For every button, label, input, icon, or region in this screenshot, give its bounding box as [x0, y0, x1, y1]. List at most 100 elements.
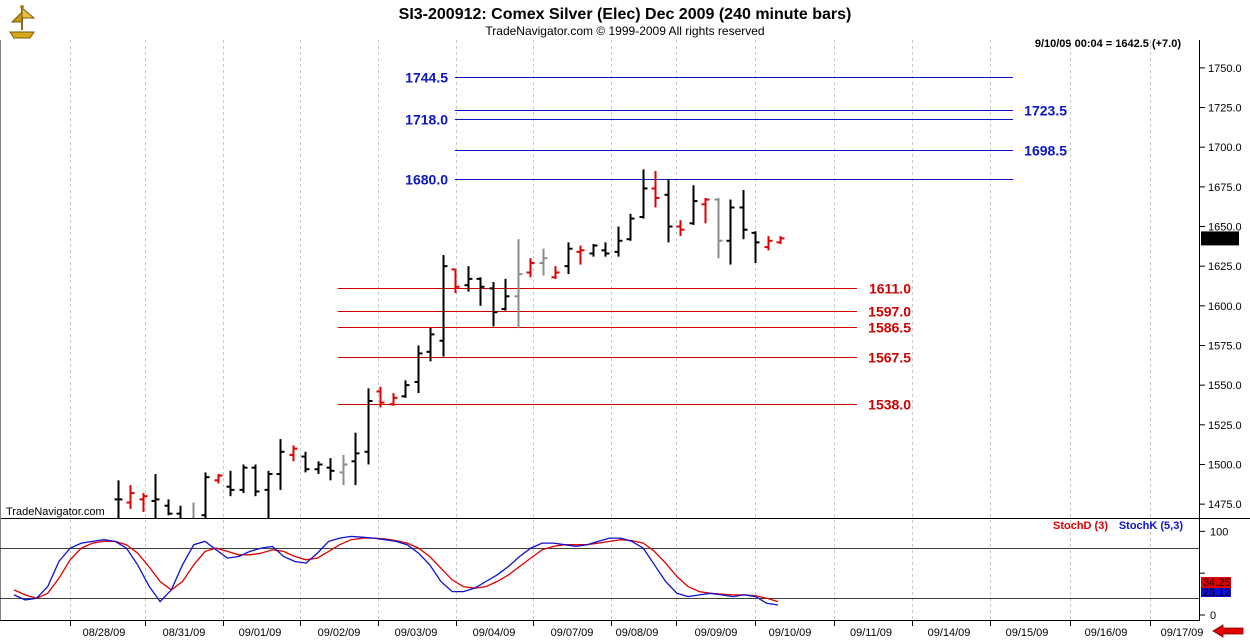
vertical-gridlines — [70, 40, 1151, 620]
stochastic-gridlines — [0, 548, 1200, 599]
ohlc-bar — [689, 185, 698, 225]
ohlc-bar — [426, 328, 435, 362]
ohlc-bar — [501, 278, 510, 311]
price-axis: 1475.0 1500.0 1525.0 1550.0 1575.0 1600.0 1625… — [1200, 63, 1242, 511]
date-tick-label: 09/01/09 — [239, 627, 282, 639]
ohlc-bar — [114, 480, 123, 518]
watermark: TradeNavigator.com — [6, 506, 105, 518]
ohlc-bar — [714, 197, 723, 259]
last-price-box — [1201, 231, 1239, 246]
ohlc-bar — [326, 458, 335, 481]
price-panel: 1744.5 1718.0 1723.5 1698.5 1680.0 1611.0 1597… — [6, 40, 1151, 620]
ohlc-bar — [201, 472, 210, 518]
ohlc-bar — [576, 245, 585, 265]
resistance-label: 1744.5 — [405, 70, 448, 86]
date-tick-label: 09/03/09 — [395, 627, 438, 639]
ohlc-bar — [639, 169, 648, 219]
date-axis: 08/28/09 08/31/09 09/01/09 09/02/09 09/03/09… — [70, 620, 1203, 639]
price-tick-label: 1550.0 — [1208, 380, 1242, 392]
support-label: 1567.5 — [868, 350, 911, 366]
ohlc-bar — [364, 388, 373, 465]
price-tick-label: 1625.0 — [1208, 261, 1242, 273]
ohlc-bar — [389, 393, 398, 406]
price-tick-label: 1650.0 — [1208, 222, 1242, 234]
date-tick-label: 09/02/09 — [318, 627, 361, 639]
ohlc-bar — [626, 213, 635, 241]
last-price-label: 1642.5 — [1203, 233, 1237, 245]
legend-stoch-d: StochD (3) — [1053, 520, 1108, 532]
date-tick-label: 09/14/09 — [928, 627, 971, 639]
quote-readout: 9/10/09 00:04 = 1642.5 (+7.0) — [1035, 38, 1182, 50]
stoch-d-line — [13, 537, 779, 603]
ohlc-bar — [126, 485, 135, 509]
date-tick-label: 09/16/09 — [1085, 627, 1128, 639]
stochastic-axis: 0 100 — [1200, 526, 1228, 622]
ohlc-bar — [289, 445, 298, 462]
price-tick-label: 1750.0 — [1208, 63, 1242, 75]
price-tick-label: 1525.0 — [1208, 420, 1242, 432]
ohlc-bar — [226, 470, 235, 497]
ohlc-bar — [701, 197, 710, 224]
stoch-k-value-box — [1201, 588, 1231, 597]
date-tick-label: 09/15/09 — [1006, 627, 1049, 639]
price-tick-label: 1600.0 — [1208, 301, 1242, 313]
ohlc-bar — [676, 220, 685, 237]
ohlc-bar — [614, 226, 623, 257]
ohlc-bar — [151, 473, 160, 518]
support-label: 1538.0 — [868, 397, 911, 413]
price-tick-label: 1575.0 — [1208, 340, 1242, 352]
legend-stoch-k: StochK (5,3) — [1119, 520, 1184, 532]
ohlc-bar — [726, 199, 735, 265]
stoch-k-line — [13, 535, 779, 606]
ohlc-bar — [139, 493, 148, 513]
ohlc-bar — [451, 268, 460, 294]
stoch-k-value: 23.12 — [1203, 587, 1231, 599]
ohlc-bar — [239, 464, 248, 494]
date-tick-label: 09/09/09 — [695, 627, 738, 639]
ohlc-bar — [401, 380, 410, 398]
ohlc-bar — [664, 178, 673, 243]
ohlc-bar — [764, 236, 773, 251]
stoch-tick-label: 100 — [1210, 526, 1228, 538]
ohlc-bar — [276, 439, 285, 490]
ohlc-bar — [164, 499, 173, 516]
date-tick-label: 09/08/09 — [616, 627, 659, 639]
price-bars — [114, 169, 785, 518]
date-tick-label: 08/28/09 — [83, 627, 126, 639]
resistance-label: 1723.5 — [1024, 103, 1067, 119]
price-tick-label: 1725.0 — [1208, 103, 1242, 115]
support-label: 1586.5 — [868, 320, 911, 336]
ohlc-bar — [539, 248, 548, 276]
scroll-left-arrow-icon[interactable] — [1212, 624, 1244, 638]
ohlc-bar — [476, 277, 485, 306]
price-tick-label: 1675.0 — [1208, 182, 1242, 194]
ohlc-bar — [439, 255, 448, 357]
ohlc-bar — [651, 170, 660, 208]
price-tick-label: 1475.0 — [1208, 499, 1242, 511]
ohlc-bar — [776, 236, 785, 244]
support-label: 1611.0 — [869, 281, 911, 297]
ohlc-bar — [489, 282, 498, 327]
ohlc-bar — [551, 266, 560, 279]
ohlc-bar — [214, 473, 223, 484]
date-tick-label: 09/04/09 — [473, 627, 516, 639]
ohlc-bar — [314, 461, 323, 474]
resistance-label: 1698.5 — [1024, 143, 1067, 159]
ohlc-bar — [176, 505, 182, 518]
date-tick-label: 09/07/09 — [551, 627, 594, 639]
ohlc-bar — [526, 258, 535, 278]
ohlc-bar — [464, 266, 473, 292]
copyright-notice: TradeNavigator.com © 1999-2009 All right… — [485, 24, 764, 38]
ohlc-bar — [739, 190, 748, 240]
ohlc-bar — [251, 464, 260, 497]
price-tick-label: 1700.0 — [1208, 142, 1242, 154]
stochastic-panel: StochD (3) StochK (5,3) 0 100 34.25 23.12 — [0, 520, 1231, 622]
app-logo — [9, 5, 36, 39]
ohlc-bar — [351, 432, 360, 486]
last-price-tag: 1642.5 — [1201, 231, 1239, 246]
ohlc-bar — [264, 470, 273, 518]
ohlc-bar — [514, 239, 523, 329]
resistance-label: 1718.0 — [405, 112, 448, 128]
ohlc-bar — [414, 345, 423, 394]
date-tick-label: 09/10/09 — [769, 627, 812, 639]
